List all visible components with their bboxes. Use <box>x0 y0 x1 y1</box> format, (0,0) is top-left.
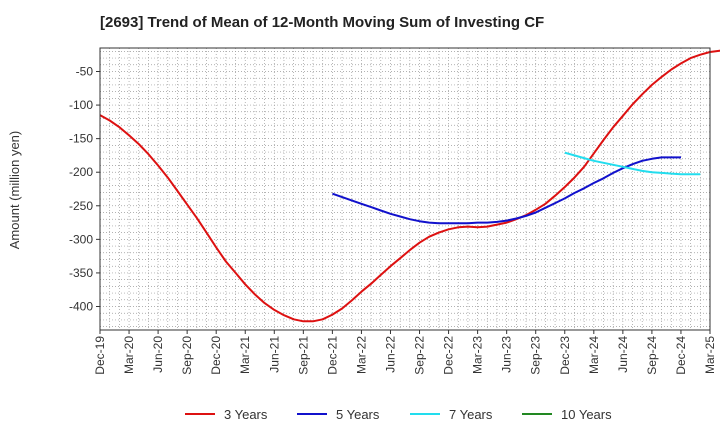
y-tick-label: -100 <box>69 98 93 112</box>
grid-lines <box>100 48 710 330</box>
y-tick-label: -350 <box>69 266 93 280</box>
x-tick-label: Jun-22 <box>383 336 397 373</box>
series-line-5-years <box>332 156 681 225</box>
x-tick-label: Sep-21 <box>296 336 310 375</box>
x-tick-label: Mar-24 <box>587 336 601 374</box>
legend-label-10-years: 10 Years <box>561 407 612 422</box>
y-tick-label: -250 <box>69 199 93 213</box>
legend-label-5-years: 5 Years <box>336 407 380 422</box>
y-tick-label: -400 <box>69 300 93 314</box>
plot-frame <box>99 47 711 331</box>
x-tick-label: Dec-21 <box>325 336 339 375</box>
x-tick-label: Sep-24 <box>645 336 659 375</box>
x-tick-label: Mar-21 <box>238 336 252 374</box>
legend: 3 Years 5 Years 7 Years 10 Years <box>185 407 612 422</box>
series-line-3-years <box>99 49 720 323</box>
x-tick-label: Sep-20 <box>180 336 194 375</box>
series-line-7-years <box>564 151 701 176</box>
x-tick-labels: Dec-19 Mar-20 Jun-20 Sep-20 Dec-20 Mar-21 Jun-… <box>93 330 717 375</box>
x-tick-label: Dec-19 <box>93 336 107 375</box>
x-tick-label: Sep-22 <box>413 336 427 375</box>
legend-label-3-years: 3 Years <box>224 407 268 422</box>
plot-area <box>100 48 710 330</box>
series-lines <box>99 49 720 323</box>
x-tick-label: Mar-25 <box>703 336 717 374</box>
x-tick-label: Jun-24 <box>616 336 630 373</box>
x-tick-label: Sep-23 <box>529 336 543 375</box>
x-tick-label: Jun-20 <box>151 336 165 373</box>
y-tick-label: -300 <box>69 232 93 246</box>
x-tick-label: Dec-20 <box>209 336 223 375</box>
y-tick-labels: -50 -100 -150 -200 -250 -300 -350 -400 <box>69 65 100 314</box>
x-tick-label: Mar-20 <box>122 336 136 374</box>
x-tick-label: Dec-24 <box>674 336 688 375</box>
x-tick-label: Dec-22 <box>442 336 456 375</box>
y-tick-label: -150 <box>69 132 93 146</box>
chart-title: [2693] Trend of Mean of 12-Month Moving … <box>100 14 545 31</box>
x-tick-label: Mar-23 <box>471 336 485 374</box>
x-tick-label: Mar-22 <box>354 336 368 374</box>
y-tick-label: -200 <box>69 165 93 179</box>
x-tick-label: Jun-21 <box>267 336 281 373</box>
legend-label-7-years: 7 Years <box>449 407 493 422</box>
x-tick-label: Dec-23 <box>558 336 572 375</box>
y-tick-label: -50 <box>76 65 94 79</box>
x-tick-label: Jun-23 <box>500 336 514 373</box>
y-axis-title: Amount (million yen) <box>7 131 22 250</box>
